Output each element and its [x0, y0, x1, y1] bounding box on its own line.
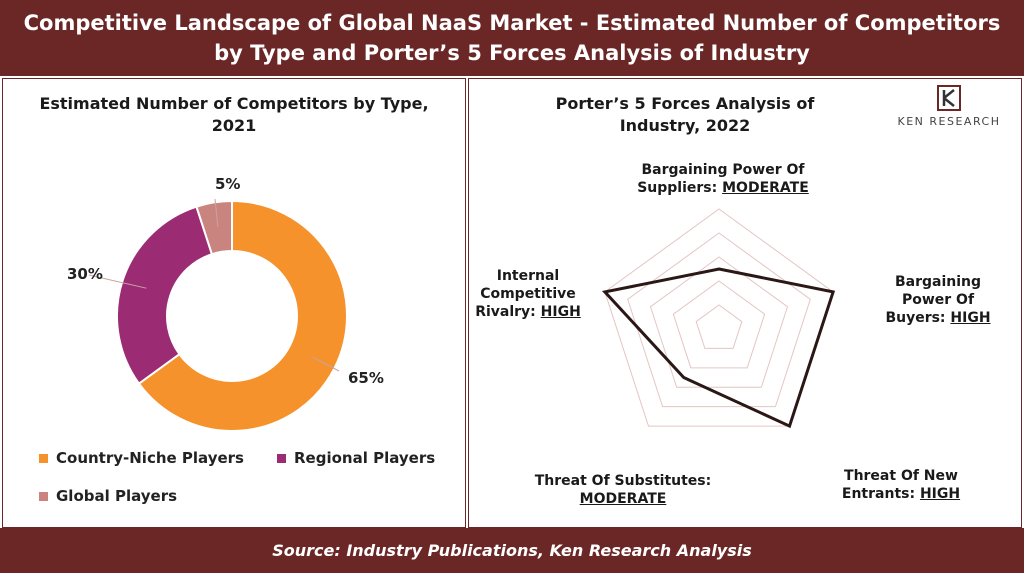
radar-chart [601, 208, 836, 429]
source-note: Source: Industry Publications, Ken Resea… [272, 541, 752, 560]
donut-slice-1 [116, 205, 214, 385]
legend-item-regional: Regional Players [277, 449, 435, 467]
donut-slice-2 [195, 199, 233, 256]
header-bar: Competitive Landscape of Global NaaS Mar… [0, 0, 1024, 76]
donut-leader-line [214, 198, 219, 228]
ken-research-logo-mark [937, 85, 961, 111]
force-name: Bargaining Power Of Suppliers: [637, 162, 805, 196]
force-name: Bargaining Power Of Buyers: [885, 274, 982, 326]
radar-grid-ring [695, 304, 743, 349]
footer-bar: Source: Industry Publications, Ken Resea… [0, 528, 1024, 573]
legend-swatch-global [39, 491, 48, 501]
donut-leader-line [311, 356, 340, 372]
ken-research-logo: KEN RESEARCH [879, 85, 1019, 128]
donut-data-label: 65% [348, 369, 384, 387]
force-level: HIGH [919, 486, 961, 502]
force-label-suppliers: Bargaining Power Of Suppliers: MODERATE [633, 161, 813, 197]
radar-grid-ring [604, 208, 834, 427]
donut-chart-panel: Estimated Number of Competitors by Type,… [2, 78, 466, 528]
force-name: Threat Of Substitutes: [534, 473, 712, 489]
force-level: HIGH [540, 304, 581, 320]
legend-swatch-regional [277, 453, 286, 463]
legend-swatch-country-niche [39, 453, 48, 463]
page-title: Competitive Landscape of Global NaaS Mar… [23, 11, 1001, 65]
donut-chart-title: Estimated Number of Competitors by Type,… [39, 94, 429, 135]
force-name: Internal Competitive Rivalry: [475, 268, 576, 320]
donut-data-label: 5% [215, 175, 240, 193]
force-level: MODERATE [722, 180, 809, 196]
force-label-new-entrants: Threat Of New Entrants: HIGH [831, 467, 971, 503]
legend-label: Country-Niche Players [56, 449, 244, 467]
logo-text: KEN RESEARCH [897, 115, 1001, 128]
legend-item-global: Global Players [39, 487, 177, 505]
radar-chart-panel: Porter’s 5 Forces Analysis of Industry, … [468, 78, 1022, 528]
donut-chart: 65% 30% 5% [67, 175, 384, 432]
legend-label: Regional Players [294, 449, 436, 467]
force-name: Threat Of New Entrants: [841, 468, 958, 502]
donut-leader-line [88, 274, 147, 289]
donut-slice-0 [137, 199, 348, 432]
force-label-rivalry: Internal Competitive Rivalry: HIGH [469, 267, 587, 321]
radar-grid-ring [627, 232, 811, 408]
radar-series-shape [601, 267, 836, 429]
force-level: HIGH [950, 310, 991, 326]
radar-chart-title: Porter’s 5 Forces Analysis of Industry, … [555, 94, 815, 135]
radar-grid-ring [649, 256, 789, 388]
force-label-substitutes: Threat Of Substitutes: MODERATE [531, 472, 715, 508]
legend-label: Global Players [56, 487, 178, 505]
force-level: MODERATE [579, 491, 667, 507]
force-label-buyers: Bargaining Power Of Buyers: HIGH [883, 273, 993, 327]
radar-grid-ring [672, 280, 766, 369]
donut-data-label: 30% [67, 265, 103, 283]
legend-item-country-niche: Country-Niche Players [39, 449, 244, 467]
